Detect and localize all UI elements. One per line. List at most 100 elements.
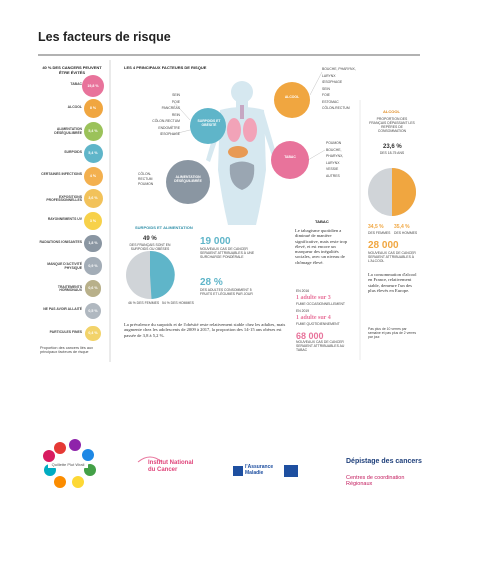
bubble-surpoids (190, 108, 226, 144)
organ-label: Poumon (138, 182, 154, 186)
stat-text: fume quotidiennement (296, 322, 340, 326)
bubble-alcool (274, 82, 310, 118)
paragraph: La prévalence du surpoids et de l'obésit… (124, 322, 286, 338)
stat: 1 adulte sur 3 (296, 295, 331, 301)
logo-text: Institut National du Cancer (148, 460, 194, 473)
pie-label: des hommes (394, 231, 418, 235)
paragraph: Le tabagisme quotidien a diminué de mani… (295, 228, 348, 265)
organ-label: Côlon-rectum (138, 172, 153, 181)
organ-label: Pancréas (161, 106, 180, 110)
stat-text: fume occasionnellement (296, 302, 345, 306)
factor-value: 4 % (83, 166, 103, 186)
organ-label: Côlon-rectum (322, 106, 350, 110)
factor-value: 0,5 % (85, 303, 101, 319)
factor-value: 1,8 % (84, 234, 102, 253)
factor-value: 3 % (83, 211, 103, 231)
stat-text: nouveaux cas de cancer seraient attribua… (296, 340, 345, 352)
main-heading: Les 4 principaux facteurs de risque (124, 65, 207, 70)
organ-label: Bouche, pharynx, larynx (326, 147, 344, 165)
bubble-label: Alimentation déséquilibrée (174, 175, 202, 183)
organ-label: Foie (322, 93, 330, 97)
stat-text: des français sont en surpoids ou obèses (129, 243, 171, 251)
organ-list: Sein Foie Pancréas Rein Côlon-rectum Endomètr… (150, 92, 180, 138)
stat: 19 000 (200, 236, 231, 247)
stat: 28 % (200, 277, 223, 288)
pie-label: des femmes (368, 231, 391, 235)
paragraph: La consommation d'alcool en France, rela… (368, 272, 417, 293)
factor-label: Certaines infections (41, 172, 82, 176)
organ-label: Vessie (326, 167, 339, 171)
factor-value: 0,4 % (85, 325, 101, 342)
stat-text: nouveaux cas de cancer seraient attribua… (368, 251, 416, 263)
pie-value: 35,4 % (394, 224, 410, 230)
stat-text: En 2016 (296, 289, 310, 293)
factor-value: 3,6 % (83, 189, 103, 208)
bubble-label: Alcool (284, 95, 300, 99)
note: Pas plus de 10 verres par semaine et pas… (368, 327, 417, 339)
factor-label: Radiations ionisantes (39, 239, 82, 244)
organ-label: Autres (326, 173, 340, 178)
pie-segment (392, 168, 416, 216)
factor-label: Rayonnements UV (47, 217, 82, 221)
pie-segment (150, 250, 175, 299)
factor-value: 8 % (83, 99, 103, 118)
organ-label: Côlon-rectum (152, 119, 180, 123)
pie-value: 34,5 % (368, 224, 384, 230)
organ-label: Sein (322, 86, 330, 91)
organ-label: Œsophage (159, 132, 180, 136)
logo-text: Quillette Plut Wrail (48, 462, 88, 468)
logo-mark (137, 456, 163, 463)
connectors (169, 71, 326, 161)
stat-text: des 18-75 ans (379, 151, 405, 155)
logo-text: l'Assurance Maladie (245, 464, 274, 476)
organ-label: Poumon (326, 141, 342, 145)
factor-label: Traitements hormonaux (57, 284, 82, 293)
pie-label: 54 % des hommes (162, 301, 194, 305)
bubble-label: Surpoids et obésité (197, 119, 221, 127)
bubble-tabac (271, 141, 309, 179)
organ-label: Sein (172, 93, 180, 97)
logo-text: Dépistage des cancers (346, 458, 422, 465)
organ-label: Bouche, pharynx, larynx (322, 67, 356, 78)
organ-list: Côlon-rectum Poumon (138, 172, 162, 187)
title: Les facteurs de risque (38, 30, 171, 44)
factor-label: Manque d'activité physique (47, 262, 82, 270)
stat-text: En 2019 (296, 309, 310, 313)
factor-value: 5,4 % (83, 144, 103, 163)
factor-value: 19,8 % (82, 75, 104, 97)
stat-text: des adultes consomment 5 fruits et légum… (200, 288, 253, 296)
organ-list: Bouche, pharynx, larynx Œsophage Sein Foie E… (322, 66, 362, 112)
factor-value: 5,4 % (83, 121, 103, 141)
factor-label: Tabac (70, 82, 82, 86)
section-heading: Alcool (383, 109, 400, 114)
logo-mark (284, 465, 298, 477)
organ-list: Poumon Bouche, pharynx, larynx Vessie Autre… (326, 140, 356, 179)
organ-label: Endomètre (158, 125, 180, 130)
stat: 23,6 % (383, 144, 402, 150)
pie-label: 46 % des femmes (128, 301, 160, 305)
organ-label: Œsophage (322, 80, 343, 84)
stat: 68 000 (296, 331, 324, 341)
factor-value: 0,6 % (84, 280, 102, 297)
stat: 28 000 (368, 240, 399, 251)
logo-circle (43, 439, 96, 488)
factor-label: Expositions professionnelles (46, 194, 82, 203)
stat: 49 % (143, 236, 157, 242)
left-caption: Proportion des cancers liés aux principa… (40, 346, 93, 355)
stat: 1 adulte sur 4 (296, 315, 331, 321)
logo-mark (233, 466, 243, 476)
organ-label: Foie (172, 99, 180, 104)
organ-label: Estomac (322, 99, 339, 104)
logo-text: Centres de coordination Régionaux (346, 475, 405, 488)
section-heading: Surpoids et alimentation (135, 225, 193, 230)
factor-label: Surpoids (64, 149, 82, 154)
organ-label: Rein (171, 112, 180, 117)
stat-text: Proportion des français dépassant les re… (369, 117, 415, 133)
bubble-label: Tabac (284, 155, 296, 159)
bubble-alimentation (166, 160, 210, 204)
organs (227, 105, 257, 190)
stat-text: nouveaux cas de cancer seraient attribua… (200, 247, 255, 259)
factor-label: Alcool (67, 104, 82, 109)
